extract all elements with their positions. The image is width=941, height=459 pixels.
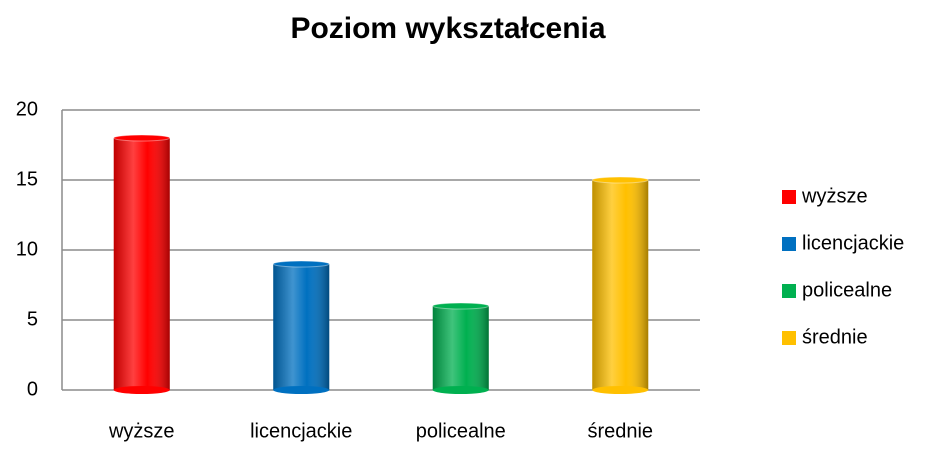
bar-shade bbox=[592, 180, 649, 390]
legend-swatch bbox=[782, 331, 796, 345]
legend-label: policealne bbox=[802, 279, 892, 301]
bar-bottom bbox=[432, 386, 489, 394]
legend-swatch bbox=[782, 237, 796, 251]
bar-bottom bbox=[113, 386, 170, 394]
bar-top bbox=[113, 134, 171, 142]
y-tick-label: 10 bbox=[16, 238, 38, 260]
x-tick-label: wyższe bbox=[108, 420, 175, 442]
bar-top bbox=[432, 302, 490, 310]
bar-shade bbox=[113, 138, 170, 390]
bar-bottom bbox=[273, 386, 330, 394]
bar-top bbox=[591, 176, 649, 184]
bar-shade bbox=[432, 306, 489, 390]
bar-top bbox=[272, 260, 330, 268]
x-tick-label: średnie bbox=[587, 420, 653, 442]
legend-swatch bbox=[782, 284, 796, 298]
x-tick-label: licencjackie bbox=[250, 420, 352, 442]
y-tick-label: 5 bbox=[27, 308, 38, 330]
y-tick-label: 20 bbox=[16, 98, 38, 120]
x-tick-label: policealne bbox=[416, 420, 506, 442]
bar-shade bbox=[273, 264, 330, 390]
y-tick-label: 15 bbox=[16, 168, 38, 190]
legend-label: średnie bbox=[802, 326, 868, 348]
legend-label: licencjackie bbox=[802, 232, 904, 254]
legend-label: wyższe bbox=[801, 185, 868, 207]
chart-title: Poziom wykształcenia bbox=[290, 12, 605, 45]
bar-bottom bbox=[592, 386, 649, 394]
legend-swatch bbox=[782, 190, 796, 204]
y-tick-label: 0 bbox=[27, 378, 38, 400]
